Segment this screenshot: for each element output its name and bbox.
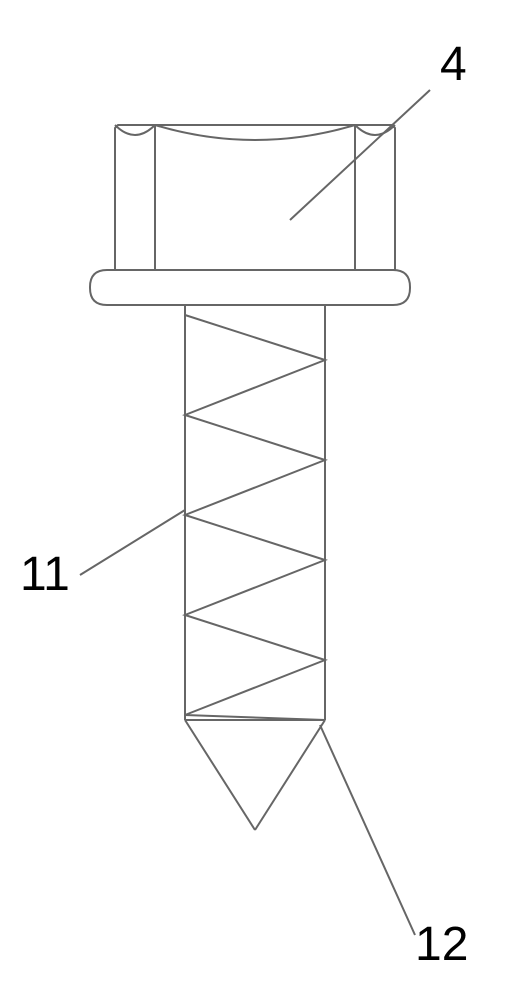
svg-text:12: 12 [415,918,468,971]
svg-text:4: 4 [440,38,467,91]
svg-text:11: 11 [20,548,70,601]
bolt-diagram: 4 11 12 [0,0,523,1000]
